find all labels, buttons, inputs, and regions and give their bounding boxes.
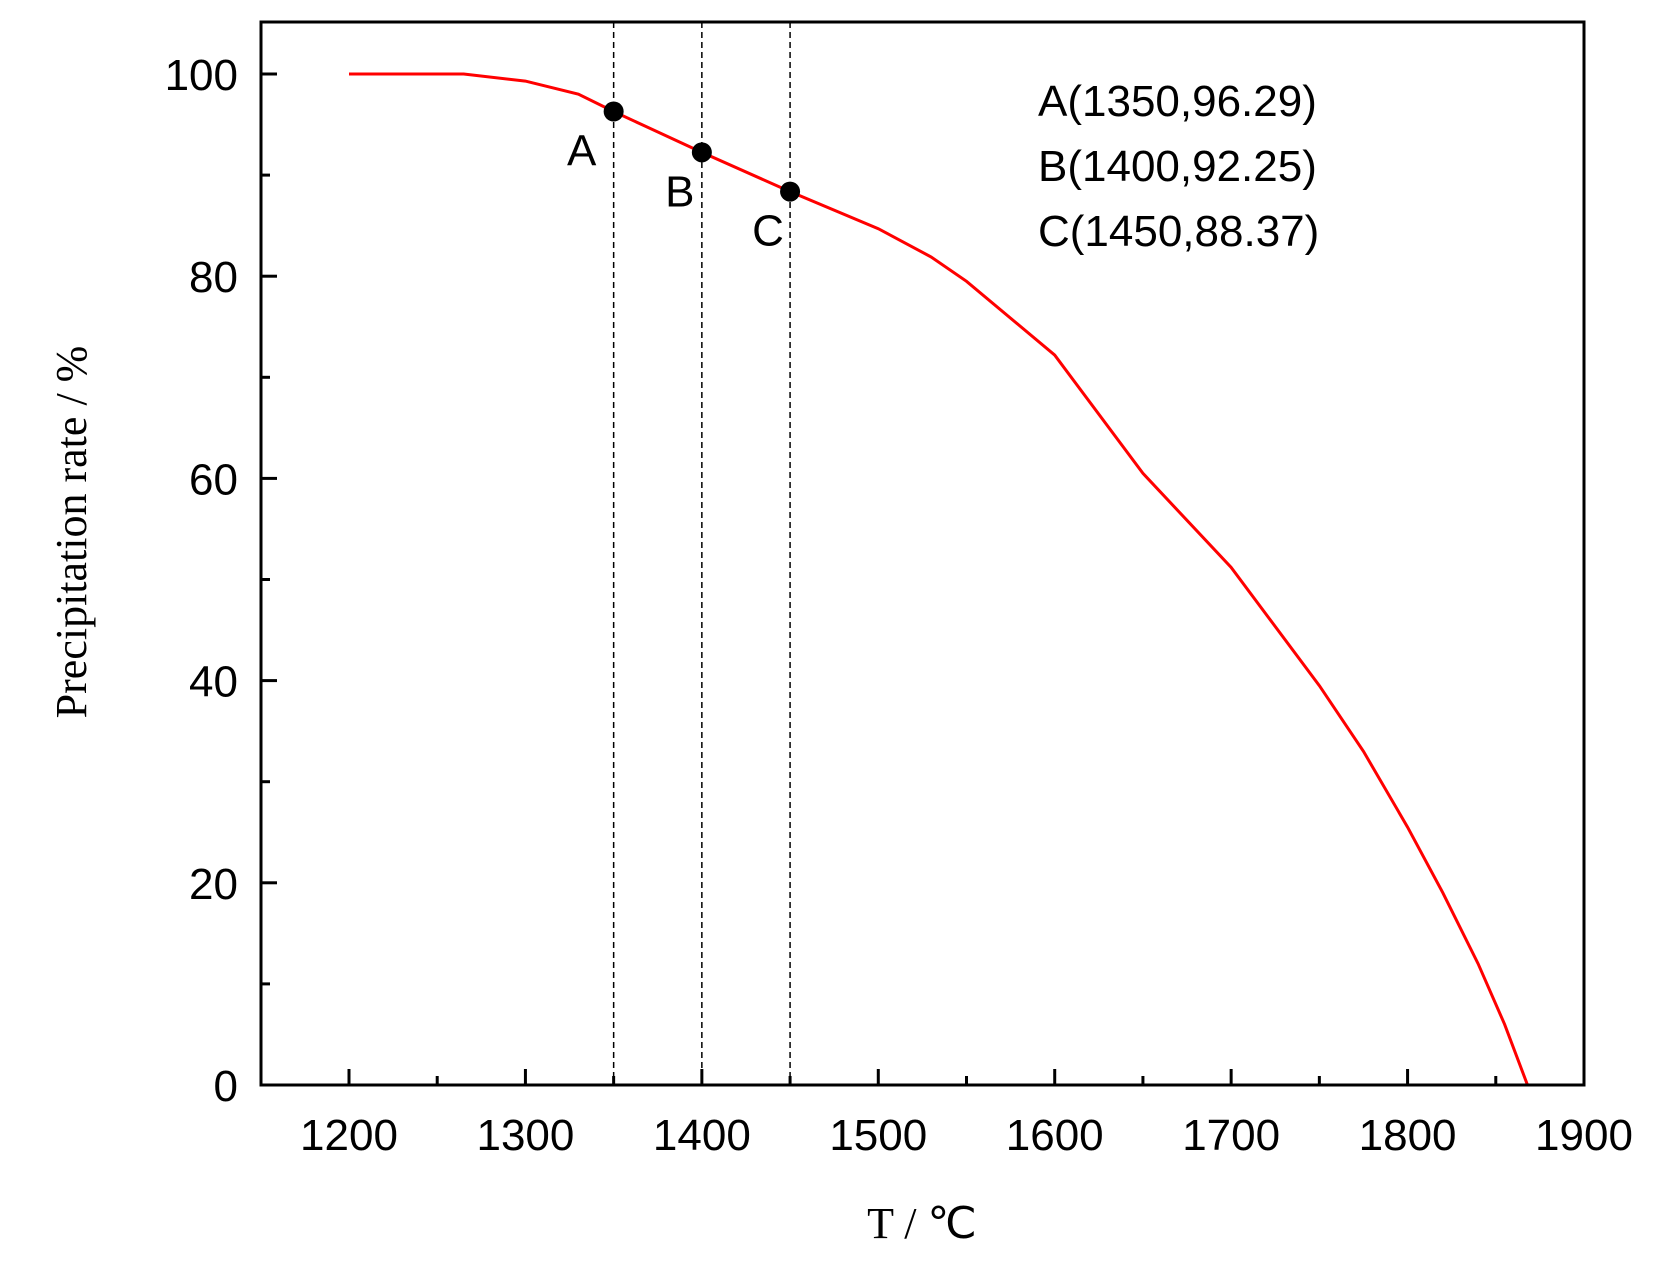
x-tick-label: 1900 — [1535, 1111, 1633, 1160]
axis-tick-labels: 1200 1300 1400 1500 1600 1700 1800 1900 0 20 40 60 8… — [165, 51, 1633, 1160]
y-tick-label: 40 — [189, 658, 238, 707]
y-tick-label: 100 — [165, 51, 238, 100]
point-label-c: C — [752, 207, 784, 256]
point-a — [603, 101, 624, 122]
x-tick-label: 1600 — [1006, 1111, 1104, 1160]
x-tick-label: 1700 — [1182, 1111, 1280, 1160]
x-tick-label: 1200 — [300, 1111, 398, 1160]
y-tick-label: 80 — [189, 253, 238, 302]
x-tick-label: 1400 — [653, 1111, 751, 1160]
marked-points: A B C — [567, 101, 801, 256]
plot-frame — [259, 20, 1586, 1087]
point-label-a: A — [567, 127, 597, 176]
point-b — [691, 142, 712, 163]
x-tick-label: 1800 — [1359, 1111, 1457, 1160]
y-tick-label: 60 — [189, 455, 238, 504]
annotation-c: C(1450,88.37) — [1038, 207, 1319, 256]
y-tick-label: 20 — [189, 860, 238, 909]
x-axis-title: T / ℃ — [867, 1199, 977, 1248]
point-c — [780, 181, 801, 202]
x-tick-label: 1300 — [476, 1111, 574, 1160]
y-axis-title: Precipitation rate / % — [47, 346, 96, 719]
point-label-b: B — [665, 167, 694, 216]
annotation-block: A(1350,96.29) B(1400,92.25) C(1450,88.37… — [1038, 77, 1319, 256]
annotation-b: B(1400,92.25) — [1038, 142, 1317, 191]
annotation-a: A(1350,96.29) — [1038, 77, 1317, 126]
guide-lines — [612, 22, 791, 1085]
y-tick-label: 0 — [214, 1062, 238, 1111]
x-tick-label: 1500 — [829, 1111, 927, 1160]
series-line — [349, 72, 1549, 1087]
axis-ticks — [261, 72, 1498, 1087]
